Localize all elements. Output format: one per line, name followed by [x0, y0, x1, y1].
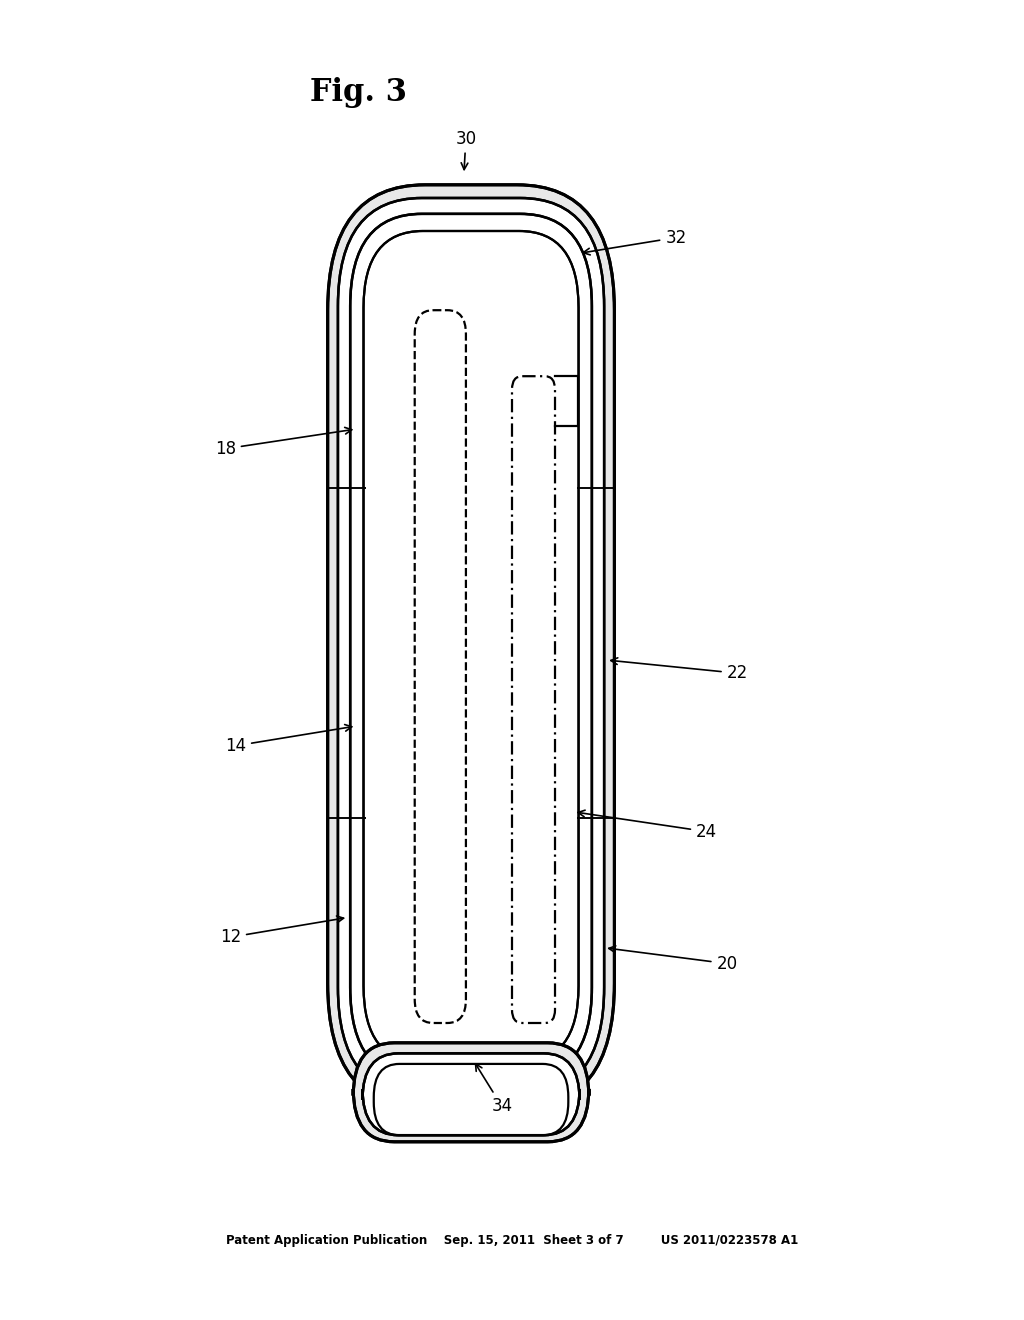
FancyBboxPatch shape: [362, 1053, 580, 1135]
Text: 30: 30: [456, 129, 476, 169]
Text: Fig. 3: Fig. 3: [310, 77, 407, 108]
FancyBboxPatch shape: [328, 185, 614, 1109]
Text: 22: 22: [611, 657, 748, 682]
FancyBboxPatch shape: [338, 198, 604, 1096]
Text: 18: 18: [215, 428, 352, 458]
FancyBboxPatch shape: [350, 214, 592, 1080]
FancyBboxPatch shape: [364, 231, 579, 1063]
Text: 34: 34: [475, 1064, 512, 1115]
Text: 12: 12: [220, 916, 344, 946]
Text: 20: 20: [608, 946, 737, 973]
Text: 14: 14: [225, 725, 352, 755]
Text: 24: 24: [578, 810, 717, 841]
Text: Patent Application Publication    Sep. 15, 2011  Sheet 3 of 7         US 2011/02: Patent Application Publication Sep. 15, …: [226, 1234, 798, 1247]
FancyBboxPatch shape: [374, 1064, 568, 1135]
FancyBboxPatch shape: [353, 1043, 589, 1142]
Text: 32: 32: [583, 228, 686, 255]
